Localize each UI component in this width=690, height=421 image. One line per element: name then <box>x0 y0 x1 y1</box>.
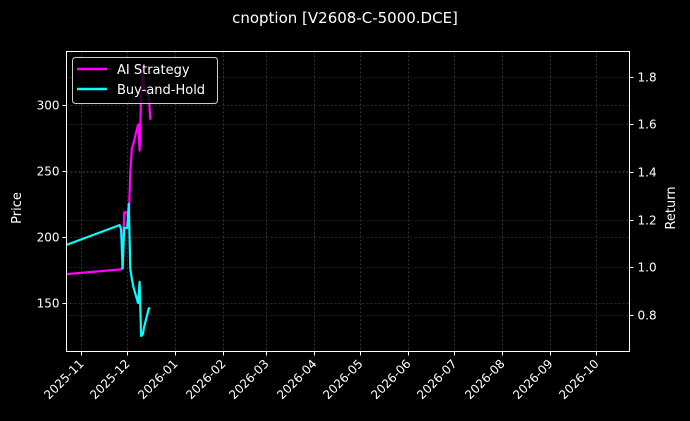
x-tick-label: 2026-05 <box>320 357 365 402</box>
y-right-tick-label: 1.8 <box>638 71 657 85</box>
legend: AI Strategy Buy-and-Hold <box>72 57 218 104</box>
x-tick-label: 2026-02 <box>183 357 228 402</box>
y-tick-label: 300 <box>37 99 60 113</box>
chart-title: cnoption [V2608-C-5000.DCE] <box>232 9 458 27</box>
y-right-tick-label: 1.6 <box>638 118 657 132</box>
y-axis-right-label: Return <box>664 186 679 229</box>
y-tick-label: 250 <box>37 165 60 179</box>
legend-label-buy-and-hold: Buy-and-Hold <box>117 83 205 98</box>
x-tick-label: 2025-11 <box>41 357 86 402</box>
x-tick-label: 2025-12 <box>87 357 132 402</box>
x-tick-label: 2026-08 <box>462 357 507 402</box>
y-right-tick-label: 1.4 <box>638 166 657 180</box>
legend-box <box>72 57 218 104</box>
y-tick-label: 150 <box>37 297 60 311</box>
y-axis-left: 150 200 250 300 <box>37 99 67 311</box>
plot-frame <box>66 51 630 352</box>
y-axis-label: Price <box>10 192 25 224</box>
x-tick-label: 2026-03 <box>226 357 271 402</box>
legend-label-ai-strategy: AI Strategy <box>117 63 190 78</box>
y-tick-label: 200 <box>37 231 60 245</box>
series-lines <box>66 66 152 338</box>
x-tick-label: 2026-10 <box>556 357 601 402</box>
series-buy-and-hold <box>66 202 151 338</box>
x-tick-label: 2026-09 <box>510 357 555 402</box>
y-right-tick-label: 1.0 <box>638 261 657 275</box>
y-axis-right: 0.8 1.0 1.2 1.4 1.6 1.8 <box>629 71 657 323</box>
y-right-tick-label: 1.2 <box>638 214 657 228</box>
x-tick-label: 2026-01 <box>135 357 180 402</box>
x-tick-label: 2026-06 <box>368 357 413 402</box>
x-tick-label: 2026-07 <box>414 357 459 402</box>
y-right-tick-label: 0.8 <box>638 309 657 323</box>
x-tick-label: 2026-04 <box>274 357 319 402</box>
